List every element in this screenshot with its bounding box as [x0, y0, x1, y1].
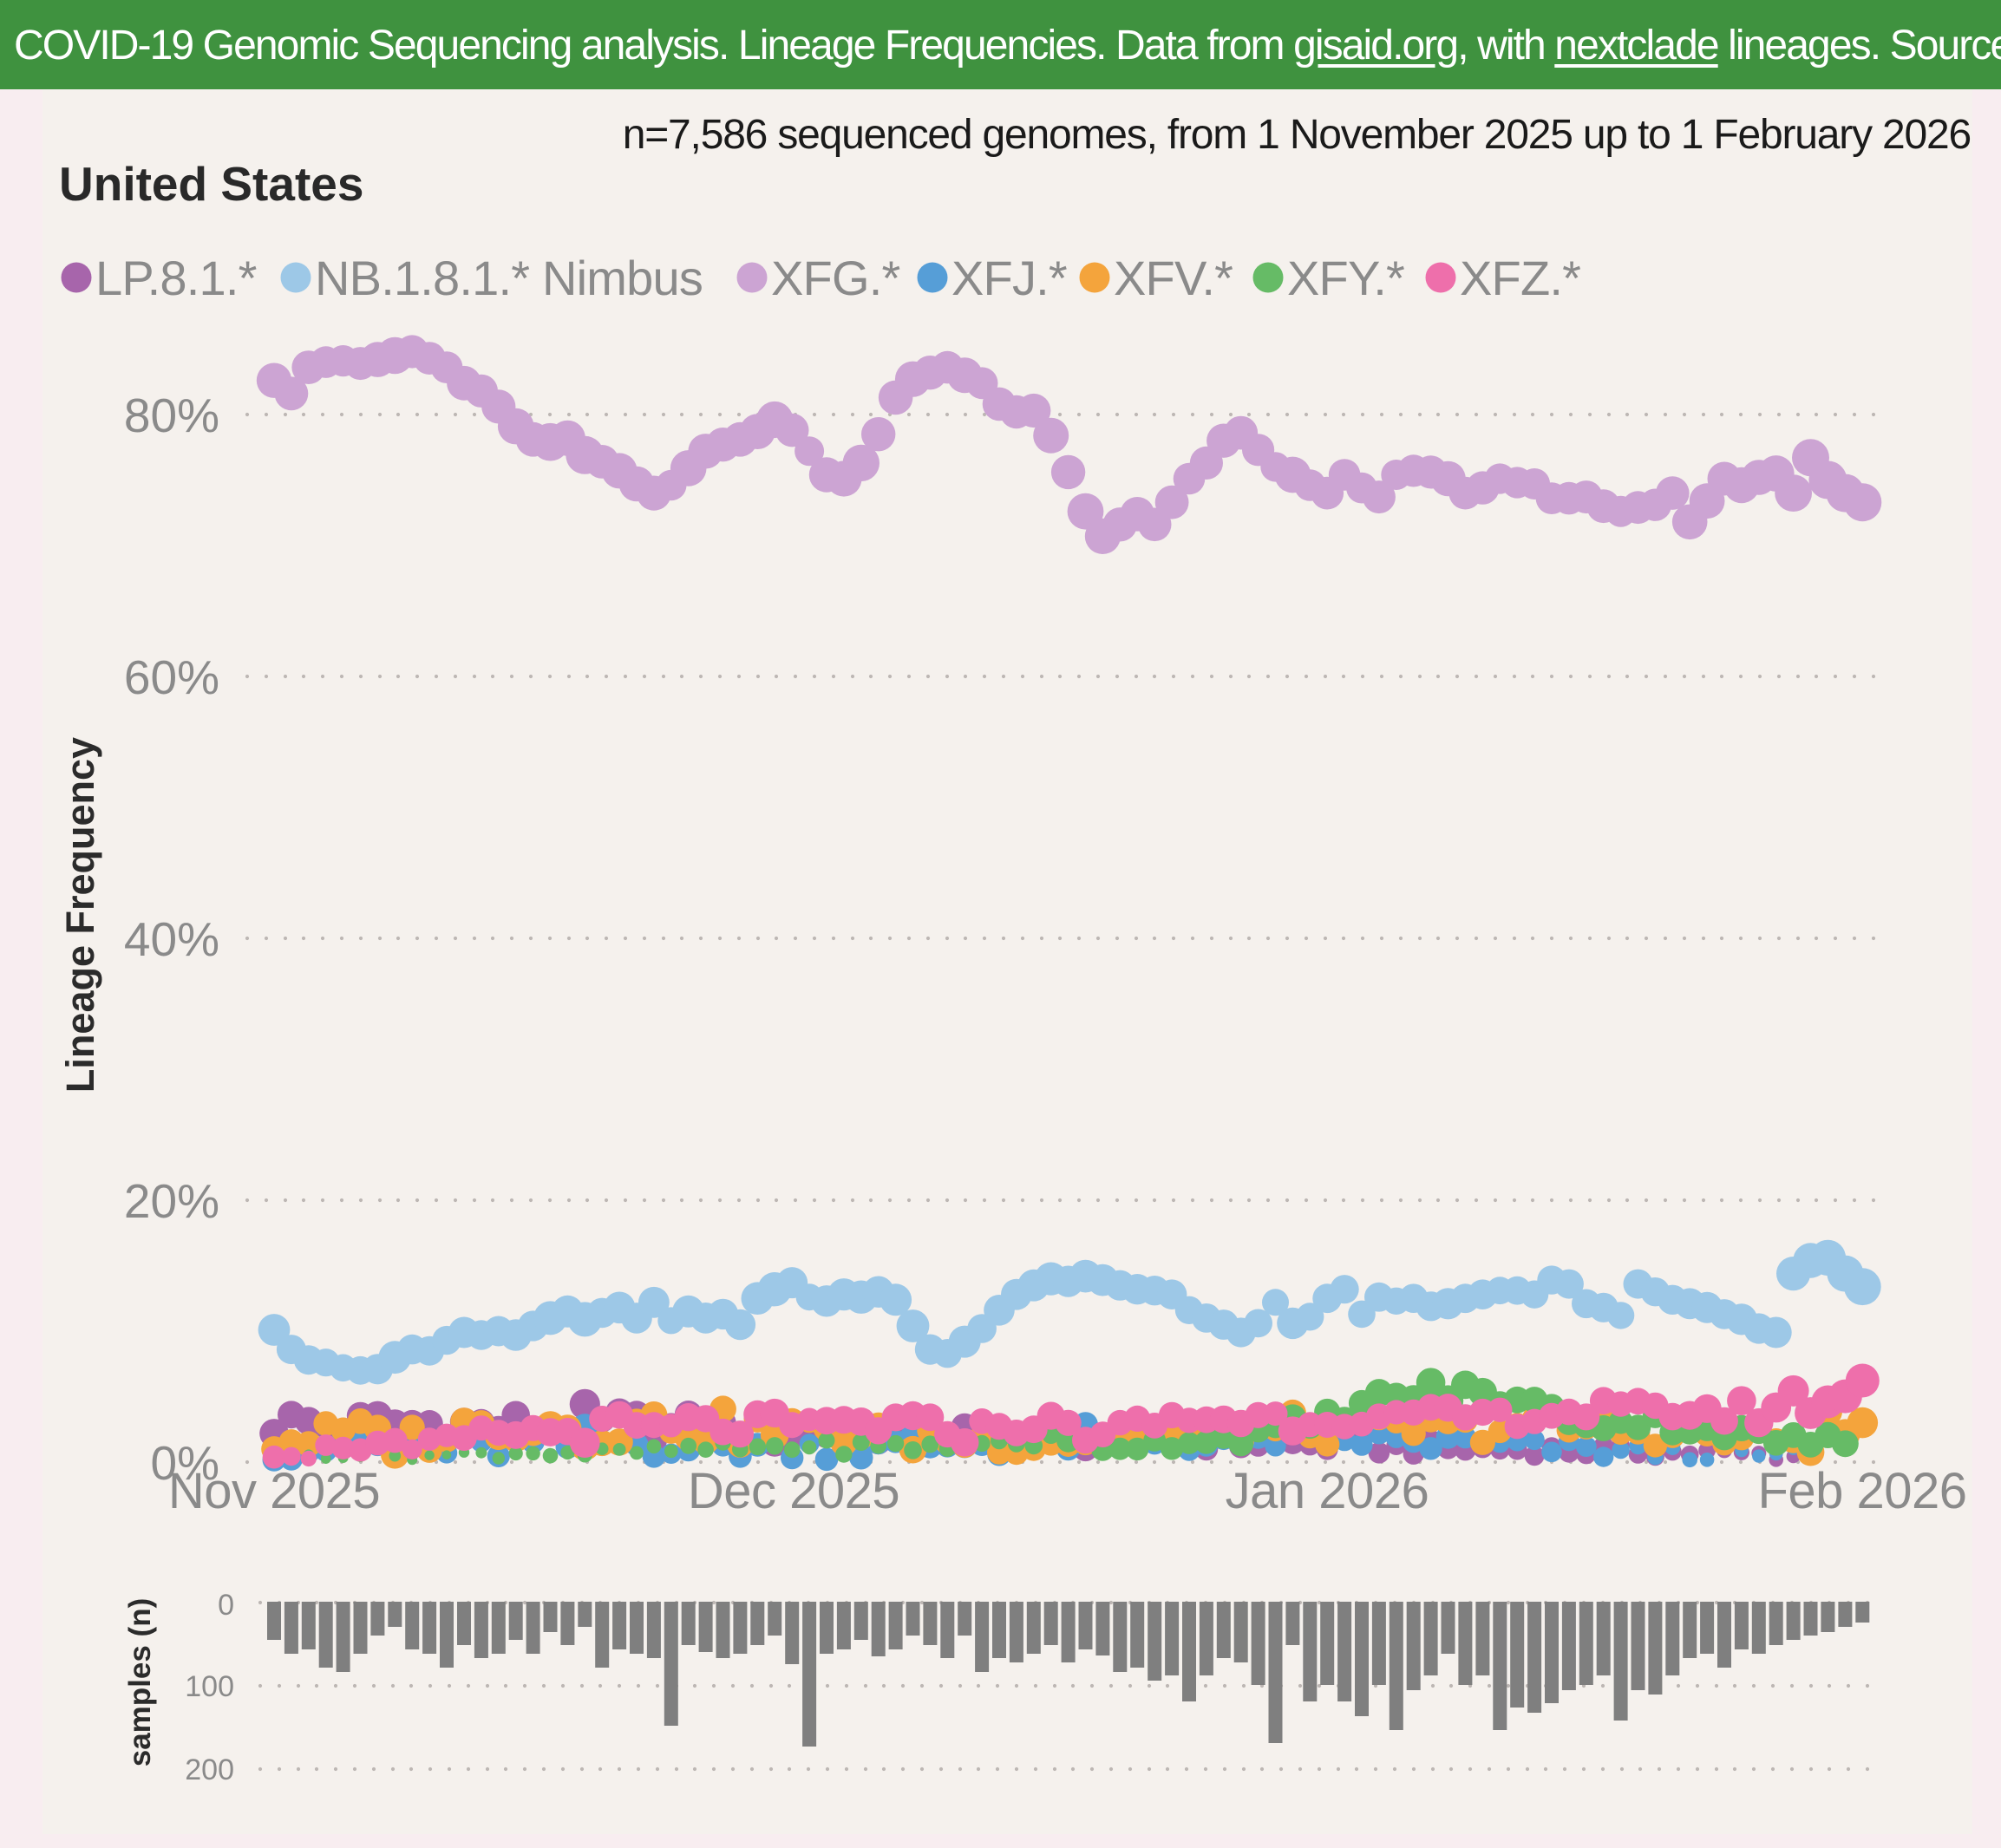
svg-text:LP.8.1.*: LP.8.1.*: [95, 251, 257, 305]
svg-text:100: 100: [185, 1670, 234, 1703]
svg-text:200: 200: [185, 1753, 234, 1786]
svg-text:60%: 60%: [124, 650, 219, 704]
svg-text:Dec 2025: Dec 2025: [688, 1463, 899, 1519]
svg-text:n=7,586 sequenced genomes, fro: n=7,586 sequenced genomes, from 1 Novemb…: [623, 112, 1971, 158]
svg-text:United States: United States: [59, 157, 363, 211]
svg-text:XFZ.*: XFZ.*: [1460, 251, 1580, 305]
svg-text:XFV.*: XFV.*: [1114, 251, 1233, 305]
svg-text:80%: 80%: [124, 389, 219, 442]
svg-text:40%: 40%: [124, 912, 219, 966]
svg-text:0%: 0%: [151, 1436, 220, 1490]
svg-text:XFG.*: XFG.*: [771, 251, 899, 305]
svg-text:0: 0: [218, 1589, 234, 1622]
svg-text:20%: 20%: [124, 1174, 219, 1228]
svg-text:Nov 2025: Nov 2025: [168, 1463, 380, 1519]
svg-text:NB.1.8.1.* Nimbus: NB.1.8.1.* Nimbus: [315, 251, 703, 305]
svg-text:Lineage Frequency: Lineage Frequency: [58, 737, 102, 1093]
svg-text:samples (n): samples (n): [123, 1598, 157, 1767]
svg-text:Jan 2026: Jan 2026: [1226, 1463, 1429, 1519]
svg-text:Feb 2026: Feb 2026: [1757, 1463, 1966, 1519]
svg-text:XFY.*: XFY.*: [1287, 251, 1404, 305]
svg-text:XFJ.*: XFJ.*: [951, 251, 1067, 305]
